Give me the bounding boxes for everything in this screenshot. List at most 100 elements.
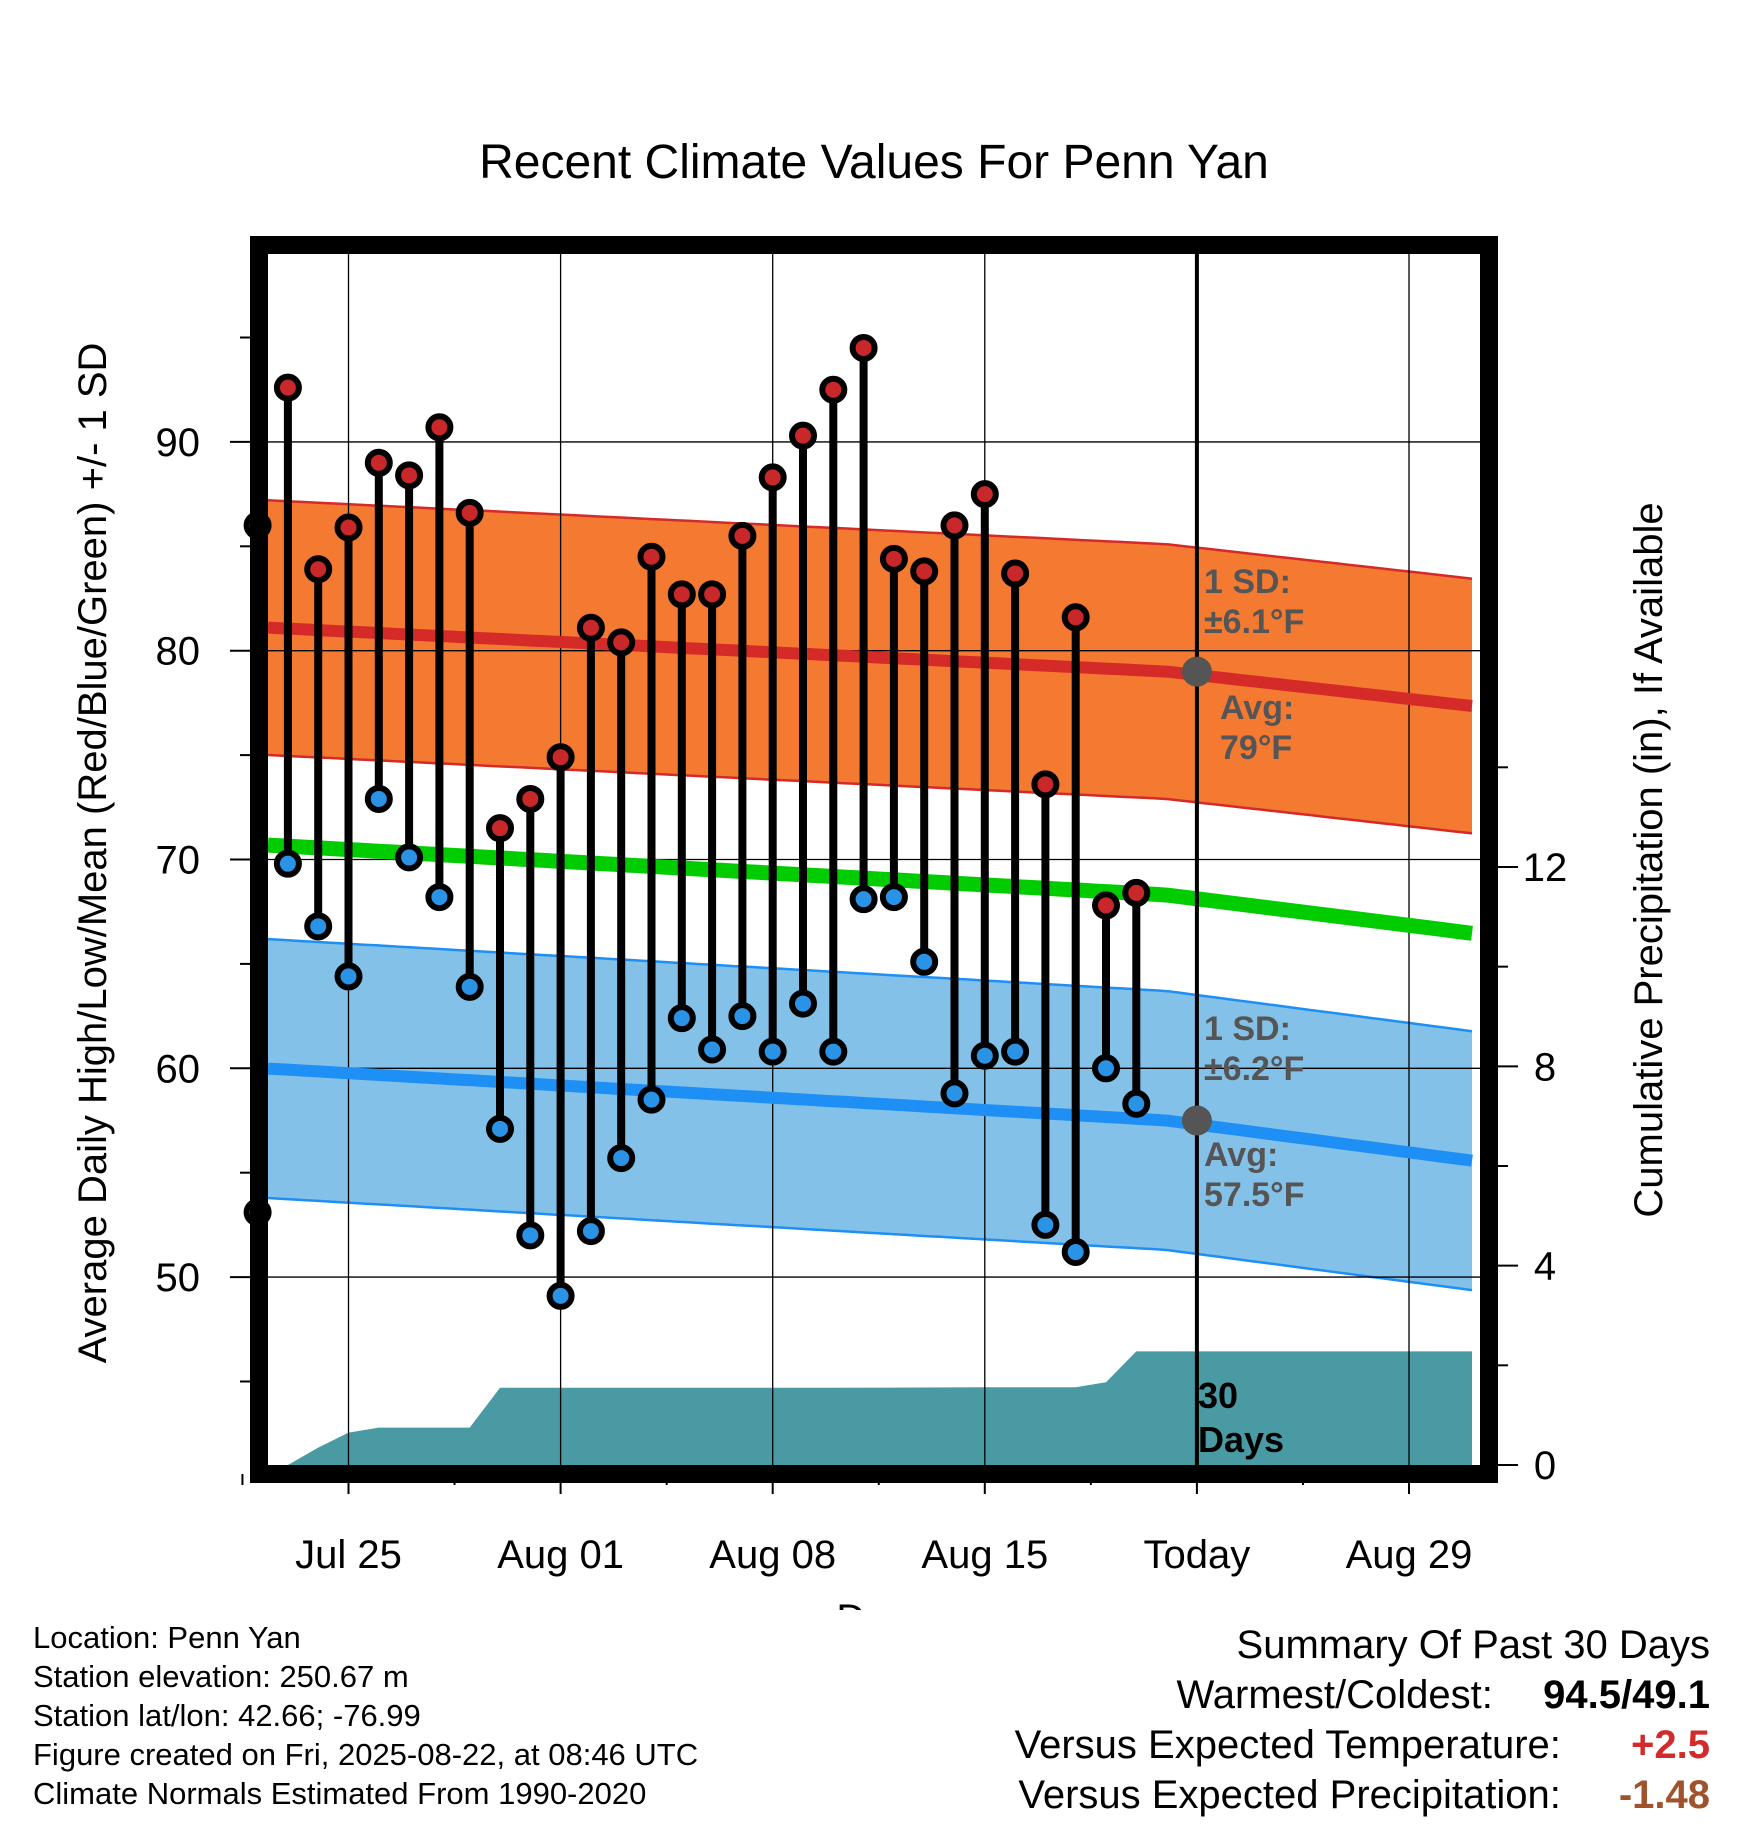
daily-low-point — [1031, 1210, 1060, 1239]
daily-high-point — [849, 333, 878, 362]
daily-low-point — [1061, 1238, 1090, 1267]
y-tick-label-1: 60 — [156, 1047, 201, 1091]
cumulative-precip-area — [287, 1351, 1472, 1465]
created-text: Figure created on Fri, 2025-08-22, at 08… — [33, 1737, 699, 1772]
daily-low-point — [273, 849, 302, 878]
daily-high-point — [637, 542, 666, 571]
warmest-coldest-row: Warmest/Coldest: 94.5/49.1 — [1015, 1670, 1711, 1720]
station-info: Location: Penn Yan Station elevation: 25… — [33, 1618, 698, 1813]
x-axis-label: Day — [836, 1597, 907, 1610]
daily-high-point — [273, 373, 302, 402]
high-avg-label: Avg: — [1220, 689, 1294, 727]
daily-low-point — [607, 1144, 636, 1173]
elevation-text: Station elevation: 250.67 m — [33, 1659, 409, 1694]
daily-low-point — [486, 1114, 514, 1143]
daily-low-point — [728, 1002, 757, 1031]
temp-anomaly-value: +2.5 — [1631, 1723, 1710, 1767]
y-tick-label-2: 70 — [156, 839, 201, 883]
today-low-avg-marker — [1181, 1105, 1212, 1136]
daily-low-point — [546, 1281, 575, 1310]
daily-low-point — [819, 1037, 848, 1066]
daily-high-point — [879, 544, 908, 573]
x-tick-label-3: Aug 15 — [921, 1533, 1048, 1577]
daily-high-point — [395, 461, 424, 490]
daily-low-point — [455, 972, 484, 1001]
daily-high-point — [334, 513, 363, 542]
period-unit: Days — [1198, 1419, 1284, 1460]
normal-low-line — [267, 1062, 1473, 1167]
latlon-text: Station lat/lon: 42.66; -76.99 — [33, 1698, 421, 1733]
daily-high-point — [516, 784, 545, 813]
daily-low-point — [667, 1004, 696, 1033]
low-avg-value: 57.5°F — [1204, 1176, 1305, 1214]
y2-axis-label: Cumulative Precipitation (in), If Availa… — [1627, 502, 1671, 1217]
temp-anomaly-label: Versus Expected Temperature: — [1014, 1723, 1561, 1767]
daily-low-point — [789, 989, 817, 1018]
low-sd-value: ±6.2°F — [1204, 1050, 1304, 1088]
daily-high-point — [728, 521, 757, 550]
period-number: 30 — [1198, 1375, 1238, 1416]
daily-high-point — [1001, 559, 1030, 588]
y-tick-label-3: 80 — [156, 630, 201, 674]
daily-low-point — [849, 885, 878, 914]
low-sd-label: 1 SD: — [1204, 1010, 1291, 1048]
y2-tick-label-2: 8 — [1534, 1045, 1556, 1089]
daily-low-point — [1122, 1089, 1151, 1118]
daily-high-point — [304, 555, 333, 584]
daily-high-point — [576, 613, 605, 642]
summary-panel: Summary Of Past 30 Days Warmest/Coldest:… — [1015, 1620, 1710, 1820]
high-sd-label: 1 SD: — [1204, 563, 1291, 601]
daily-low-point — [576, 1217, 605, 1246]
daily-low-point — [758, 1037, 787, 1066]
temp-anomaly-row: Versus Expected Temperature: +2.5 — [1015, 1720, 1710, 1770]
low-sd-band — [268, 939, 1472, 1291]
location-text: Location: Penn Yan — [33, 1620, 301, 1655]
x-tick-label-5: Aug 29 — [1346, 1533, 1473, 1577]
daily-low-point — [334, 962, 363, 991]
daily-low-point — [940, 1079, 969, 1108]
daily-high-point — [698, 580, 727, 609]
daily-high-point — [970, 480, 999, 509]
warmest-coldest-value: 94.5/49.1 — [1543, 1673, 1710, 1717]
high-sd-value: ±6.1°F — [1204, 603, 1304, 641]
daily-high-point — [1122, 878, 1151, 907]
daily-high-point — [364, 448, 393, 477]
daily-high-point — [486, 814, 514, 843]
plot-frame — [250, 236, 1498, 1483]
daily-high-point — [1031, 770, 1060, 799]
daily-high-point — [1061, 603, 1090, 632]
x-tick-label-4: Today — [1144, 1533, 1251, 1577]
daily-low-point — [1001, 1037, 1030, 1066]
x-tick-label-2: Aug 08 — [709, 1533, 836, 1577]
daily-low-point — [364, 784, 393, 813]
precip-anomaly-value: -1.48 — [1618, 1773, 1710, 1817]
daily-high-point — [667, 580, 696, 609]
warmest-coldest-label: Warmest/Coldest: — [1176, 1673, 1493, 1717]
daily-high-point — [1092, 891, 1120, 920]
precip-anomaly-label: Versus Expected Precipitation: — [1018, 1773, 1561, 1817]
climate-chart: Recent Climate Values For Penn Yan Avera… — [71, 136, 1671, 1610]
daily-high-point — [455, 498, 484, 527]
daily-low-point — [698, 1035, 727, 1064]
y2-tick-label-3: 12 — [1523, 846, 1568, 890]
low-avg-label: Avg: — [1204, 1136, 1278, 1174]
daily-low-point — [395, 843, 424, 872]
daily-high-point — [940, 511, 969, 540]
daily-high-point — [425, 413, 454, 442]
daily-low-point — [304, 912, 333, 941]
high-avg-value: 79°F — [1220, 729, 1292, 767]
precip-anomaly-row: Versus Expected Precipitation: -1.48 — [1015, 1770, 1710, 1820]
daily-high-point — [819, 375, 848, 404]
daily-low-point — [637, 1085, 666, 1114]
daily-high-point — [607, 628, 636, 657]
daily-low-point — [1092, 1054, 1120, 1083]
daily-low-point — [516, 1221, 545, 1250]
y-tick-label-4: 90 — [156, 421, 201, 465]
low-sd-lower-edge — [267, 1196, 1473, 1292]
x-tick-label-1: Aug 01 — [497, 1533, 624, 1577]
daily-low-point — [970, 1041, 999, 1070]
y-tick-label-0: 50 — [156, 1256, 201, 1300]
daily-high-point — [910, 557, 939, 586]
y2-tick-label-0: 0 — [1534, 1444, 1556, 1488]
